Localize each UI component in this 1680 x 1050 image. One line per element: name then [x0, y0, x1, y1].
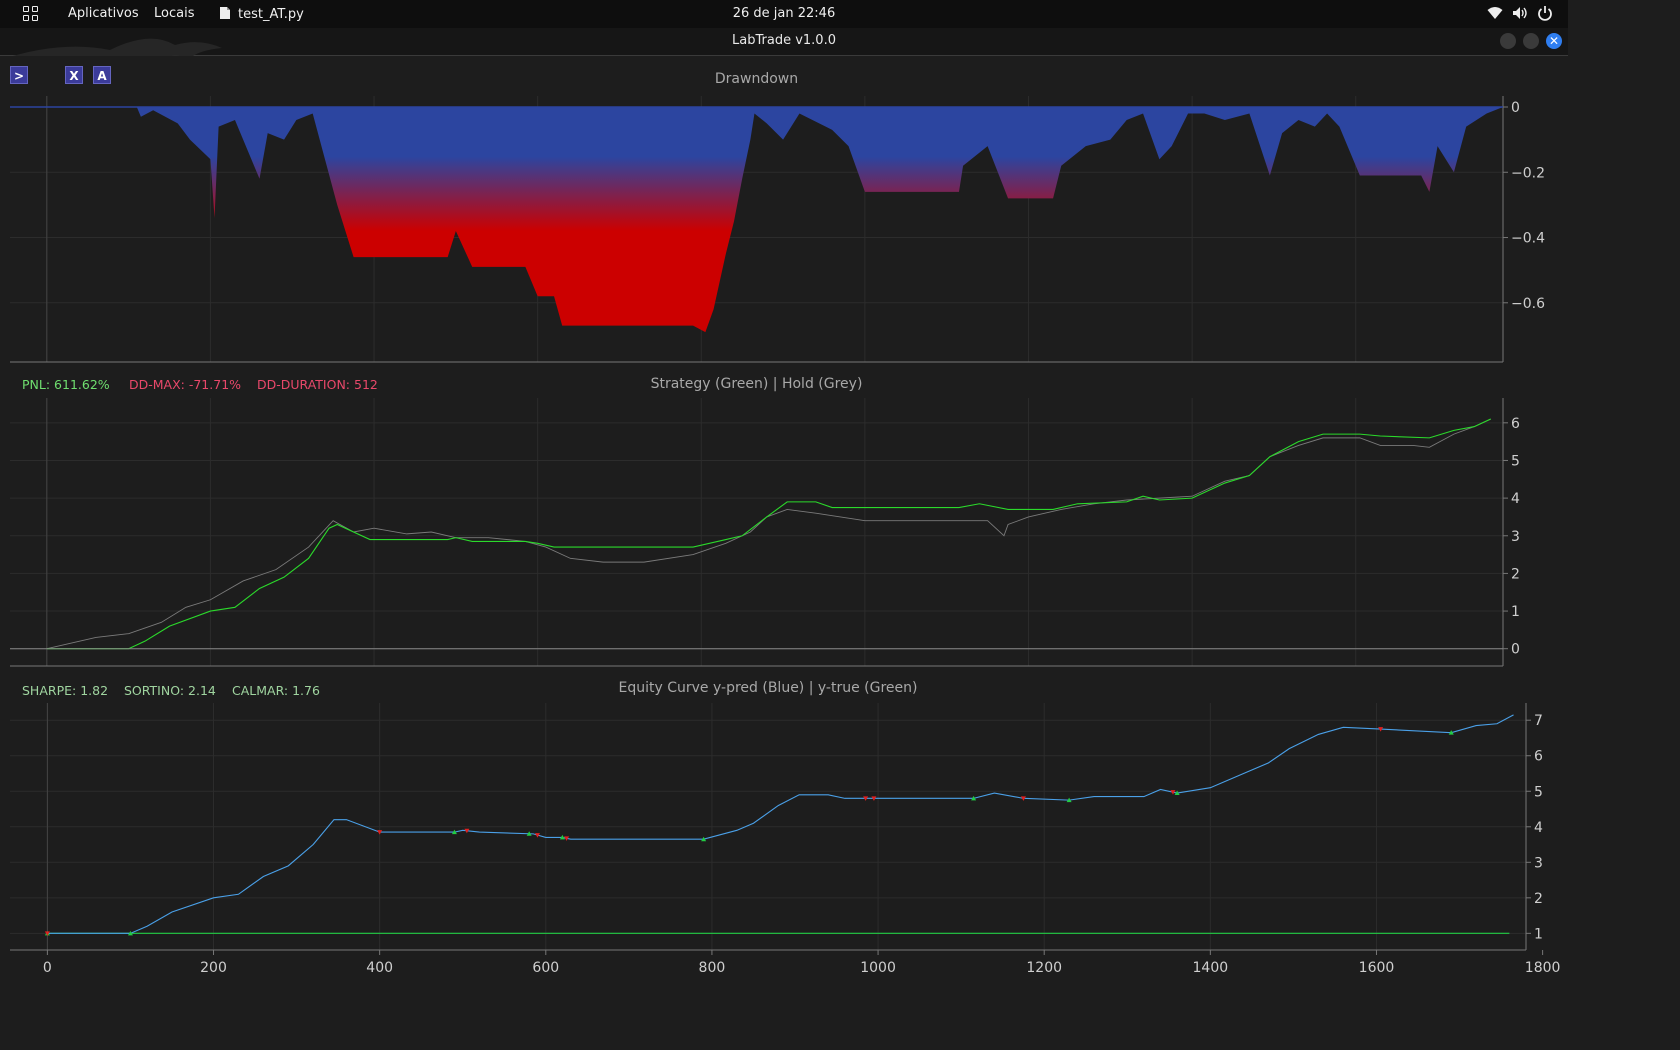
sell-marker: [1020, 796, 1026, 801]
charts-canvas[interactable]: 0 −0.2 −0.4 −0.6 0 1 2 3 4 5 6 1 2 3 4 5 6 7 0 200 400 600 800…: [0, 56, 1568, 980]
sell-marker: [377, 830, 383, 835]
window-titlebar: LabTrade v1.0.0 ✕: [0, 28, 1568, 75]
sharpe-metric: SHARPE: 1.82: [22, 683, 109, 698]
y-tick-label: 6: [1511, 416, 1520, 432]
x-tick-label: 1400: [1193, 960, 1229, 976]
x-tick-label: 1600: [1359, 960, 1395, 976]
x-tick-label: 0: [43, 960, 52, 976]
buy-marker: [971, 795, 977, 801]
x-tick-label: 200: [200, 960, 227, 976]
app-grid-icon[interactable]: [23, 6, 39, 22]
buy-marker: [701, 836, 707, 842]
sell-marker: [1170, 790, 1176, 795]
app-file-icon: [220, 7, 230, 19]
drawdown-title: Drawndown: [714, 71, 799, 87]
sell-marker: [534, 833, 540, 838]
y-tick-label: 3: [1534, 855, 1543, 871]
y-tick-label: −0.4: [1511, 231, 1545, 247]
buy-marker: [127, 930, 133, 936]
wifi-icon[interactable]: [1487, 5, 1503, 21]
dd-max-metric: DD-MAX: -71.71%: [129, 377, 242, 392]
buy-marker: [1448, 730, 1454, 735]
y-tick-label: 2: [1534, 891, 1543, 907]
buy-marker: [1066, 797, 1072, 803]
equity-title: Equity Curve y-pred (Blue) | y-true (Gre…: [618, 680, 918, 696]
sortino-metric: SORTINO: 2.14: [124, 683, 216, 698]
sell-marker: [564, 836, 570, 841]
chart-panel-2: 1 2 3 4 5 6 7 0 200 400 600 800 1000 1200 1400 1600 1800: [10, 703, 1560, 976]
calmar-metric: CALMAR: 1.76: [232, 683, 320, 698]
buy-marker: [451, 829, 457, 835]
minimize-button[interactable]: [1500, 33, 1516, 49]
active-app-label: test_AT.py: [238, 7, 304, 22]
x-tick-label: 600: [532, 960, 559, 976]
series-line-strategy: [46, 418, 1491, 650]
maximize-button[interactable]: [1523, 33, 1539, 49]
x-tick-label: 1000: [860, 960, 896, 976]
dd-duration-metric: DD-DURATION: 512: [257, 377, 378, 392]
drawdown-area: [10, 107, 1503, 333]
y-tick-label: 6: [1534, 749, 1543, 765]
y-tick-label: 0: [1511, 100, 1520, 116]
x-tick-label: 400: [366, 960, 393, 976]
sell-marker: [464, 828, 470, 834]
x-tick-label: 800: [699, 960, 726, 976]
run-button[interactable]: >: [10, 66, 28, 84]
main-content: > X A Drawndown Strategy (Green) | Hold …: [0, 56, 1568, 980]
strategy-title: Strategy (Green) | Hold (Grey): [650, 376, 863, 392]
buy-marker: [1174, 790, 1180, 796]
volume-icon[interactable]: [1512, 5, 1528, 21]
x-tick-label: 1800: [1525, 960, 1561, 976]
buy-marker: [526, 831, 532, 836]
sell-marker: [863, 796, 869, 801]
y-tick-label: −0.6: [1511, 296, 1545, 312]
y-tick-label: 1: [1534, 926, 1543, 942]
y-tick-label: 3: [1511, 529, 1520, 545]
chart-panel-1: 0 1 2 3 4 5 6: [10, 398, 1520, 667]
buy-marker: [559, 834, 565, 840]
sell-marker: [1378, 727, 1384, 732]
auto-button[interactable]: A: [93, 66, 111, 84]
series-line-hold: [46, 418, 1491, 650]
y-tick-label: 0: [1511, 642, 1520, 658]
y-tick-label: 5: [1534, 784, 1543, 800]
sell-marker: [871, 796, 877, 801]
series-line-y-pred: [47, 714, 1514, 934]
places-menu[interactable]: Locais: [154, 6, 195, 21]
y-tick-label: 5: [1511, 453, 1520, 469]
pnl-metric: PNL: 611.62%: [22, 377, 110, 392]
sell-marker: [44, 931, 50, 936]
y-tick-label: 4: [1534, 820, 1543, 836]
close-button[interactable]: ✕: [1546, 33, 1562, 49]
y-tick-label: −0.2: [1511, 165, 1545, 181]
x-tick-label: 1200: [1026, 960, 1062, 976]
clear-button[interactable]: X: [65, 66, 83, 84]
y-tick-label: 2: [1511, 566, 1520, 582]
y-tick-label: 7: [1534, 713, 1543, 729]
active-app-menu[interactable]: test_AT.py: [218, 6, 304, 22]
y-tick-label: 4: [1511, 491, 1520, 507]
chart-panel-0: 0 −0.2 −0.4 −0.6: [10, 96, 1545, 363]
window-title: LabTrade v1.0.0: [732, 33, 836, 48]
applications-menu[interactable]: Aplicativos: [68, 6, 139, 21]
power-icon[interactable]: [1537, 5, 1553, 21]
top-panel: Aplicativos Locais test_AT.py 26 de jan …: [0, 0, 1568, 28]
close-icon: ✕: [1548, 34, 1560, 48]
y-tick-label: 1: [1511, 604, 1520, 620]
